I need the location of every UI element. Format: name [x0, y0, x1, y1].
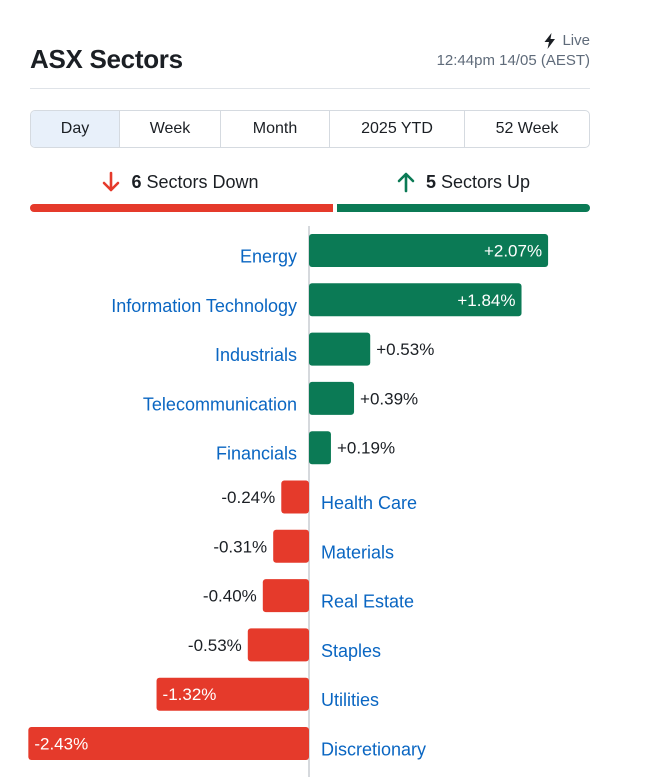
- bar-energy[interactable]: [309, 234, 549, 267]
- bar-real-estate[interactable]: [262, 579, 309, 613]
- category-label-financials[interactable]: Financials: [216, 444, 297, 464]
- period-tabs: Day Week Month 2025 YTD 52 Week: [30, 110, 590, 148]
- sectors-up-label: Sectors Up: [440, 171, 531, 192]
- category-label-information-technology[interactable]: Information Technology: [111, 296, 297, 316]
- tab-52-week[interactable]: 52 Week: [495, 120, 559, 137]
- lightning-bolt-icon: [544, 32, 556, 49]
- value-label-discretionary: -2.43%: [34, 735, 88, 754]
- sectors-down-summary: 6 Sectors Down: [30, 166, 330, 198]
- tab-week[interactable]: Week: [120, 111, 221, 147]
- value-label-materials: -0.31%: [213, 537, 267, 556]
- breadth-bar-down: [30, 204, 333, 212]
- category-label-discretionary[interactable]: Discretionary: [321, 740, 426, 760]
- breadth-bar-up: [337, 204, 590, 212]
- header: ASX Sectors Live 12:44pm 14/05 (AEST): [30, 30, 590, 89]
- sector-chart: Energy +2.07% Information Technology +1.84%…: [28, 234, 549, 760]
- bar-industrials[interactable]: [309, 332, 371, 366]
- value-label-industrials: +0.53%: [376, 340, 434, 359]
- bar-financials[interactable]: [309, 431, 331, 465]
- category-label-energy[interactable]: Energy: [240, 247, 297, 267]
- category-label-health-care[interactable]: Health Care: [321, 493, 417, 513]
- value-label-real-estate: -0.40%: [203, 587, 257, 606]
- value-label-financials: +0.19%: [337, 439, 395, 458]
- sectors-up-summary: 5 Sectors Up: [336, 166, 590, 198]
- sectors-up-count: 5: [425, 171, 436, 192]
- arrow-down-icon: [103, 171, 120, 192]
- arrow-up-icon: [397, 172, 415, 193]
- bar-health-care[interactable]: [281, 480, 309, 514]
- category-label-telecommunication[interactable]: Telecommunication: [143, 394, 297, 414]
- bar-discretionary[interactable]: [28, 727, 310, 760]
- tab-month[interactable]: Month: [221, 111, 330, 147]
- value-label-energy: +2.07%: [484, 242, 542, 261]
- bar-materials[interactable]: [273, 529, 309, 563]
- category-label-utilities[interactable]: Utilities: [321, 690, 379, 710]
- tab-day[interactable]: Day: [31, 111, 120, 147]
- bar-information-technology[interactable]: [309, 283, 522, 317]
- breadth-bar: [30, 204, 590, 212]
- live-label: Live: [562, 32, 590, 49]
- live-indicator: Live: [544, 32, 590, 49]
- category-label-industrials[interactable]: Industrials: [215, 345, 297, 365]
- category-label-materials[interactable]: Materials: [321, 542, 394, 562]
- category-label-real-estate[interactable]: Real Estate: [321, 592, 414, 612]
- value-label-telecommunication: +0.39%: [360, 389, 418, 408]
- sectors-down-count: 6: [131, 171, 142, 192]
- bar-utilities[interactable]: [156, 677, 309, 711]
- value-label-information-technology: +1.84%: [457, 291, 515, 310]
- sectors-down-label: Sectors Down: [146, 171, 259, 192]
- bar-staples[interactable]: [247, 628, 309, 662]
- category-label-staples[interactable]: Staples: [321, 641, 381, 661]
- page-title: ASX Sectors: [30, 44, 183, 74]
- value-label-utilities: -1.32%: [163, 685, 217, 704]
- tab-2025-ytd[interactable]: 2025 YTD: [330, 111, 465, 147]
- bar-telecommunication[interactable]: [309, 381, 355, 415]
- timestamp: 12:44pm 14/05 (AEST): [436, 52, 590, 69]
- value-label-health-care: -0.24%: [221, 488, 275, 507]
- value-label-staples: -0.53%: [188, 636, 242, 655]
